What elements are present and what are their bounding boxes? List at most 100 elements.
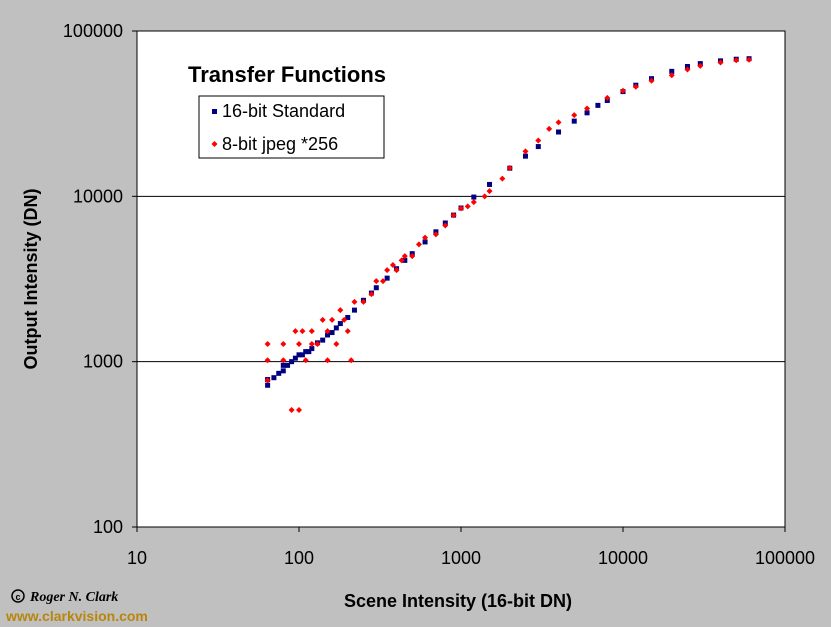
data-point <box>280 340 287 347</box>
data-point <box>486 188 493 195</box>
data-point <box>280 368 286 374</box>
copyright-letter: c <box>15 592 20 602</box>
y-tick-label: 1000 <box>83 352 123 372</box>
data-point <box>733 57 740 64</box>
data-point <box>351 298 358 305</box>
legend-label-8bit: 8-bit jpeg *256 <box>222 134 338 154</box>
data-point <box>398 257 405 264</box>
data-point <box>302 357 309 364</box>
data-point <box>697 62 704 69</box>
data-point <box>299 352 305 358</box>
data-point <box>409 253 416 260</box>
data-point <box>422 239 428 245</box>
data-point <box>555 119 562 126</box>
data-point <box>571 118 577 124</box>
data-point <box>309 346 315 352</box>
data-point <box>499 175 506 182</box>
data-point <box>306 349 312 355</box>
data-point <box>620 87 626 94</box>
x-tick-label: 1000 <box>441 548 481 568</box>
legend-marker-16bit <box>212 109 217 114</box>
data-point <box>329 316 336 323</box>
legend-marker-8bit <box>211 141 218 147</box>
data-point <box>368 291 375 298</box>
data-point <box>415 241 422 248</box>
legend-label-16bit: 16-bit Standard <box>222 101 345 121</box>
data-point <box>522 148 529 155</box>
data-point <box>584 110 590 116</box>
x-axis-ticks: 10 100 1000 10000 100000 <box>127 527 815 568</box>
data-point <box>422 234 429 241</box>
author-credit: Roger N. Clark <box>29 590 118 605</box>
data-point <box>296 340 302 347</box>
data-point <box>296 407 302 414</box>
y-axis-ticks: 100 1000 10000 100000 <box>63 21 137 537</box>
data-point <box>464 203 471 210</box>
data-point <box>546 125 553 132</box>
data-point <box>668 72 675 79</box>
data-point <box>324 357 331 364</box>
data-point <box>556 129 562 135</box>
data-point <box>432 231 439 238</box>
data-point <box>337 321 343 327</box>
website-credit: www.clarkvision.com <box>5 608 148 624</box>
data-point <box>289 359 295 365</box>
y-tick-label: 10000 <box>73 186 123 206</box>
data-point <box>522 153 528 159</box>
data-point <box>669 68 675 74</box>
data-point <box>303 349 309 355</box>
data-point <box>389 262 396 269</box>
x-tick-label: 100000 <box>755 548 815 568</box>
data-point <box>373 285 379 291</box>
data-point <box>333 325 339 331</box>
data-point <box>337 307 344 314</box>
legend-box <box>198 95 385 159</box>
data-point <box>292 328 299 335</box>
data-point <box>324 328 331 335</box>
data-point <box>360 298 367 305</box>
data-point <box>384 267 391 274</box>
data-point <box>348 357 355 364</box>
data-point <box>595 102 601 108</box>
gridlines <box>137 195 785 363</box>
credit-block: c Roger N. Clark www.clarkvision.com <box>5 589 148 624</box>
data-point <box>265 382 271 388</box>
data-point <box>308 328 315 335</box>
data-point <box>308 340 315 347</box>
data-point <box>351 307 357 313</box>
data-point <box>506 164 513 171</box>
data-point <box>384 275 390 281</box>
data-point <box>648 77 655 84</box>
y-tick-label: 100 <box>93 517 123 537</box>
x-tick-label: 100 <box>284 548 314 568</box>
y-tick-label: 100000 <box>63 21 123 41</box>
data-point <box>320 337 326 343</box>
data-point <box>264 377 271 384</box>
data-point <box>379 278 386 285</box>
data-point <box>442 222 449 229</box>
data-point <box>717 59 724 66</box>
legend: 16-bit Standard 8-bit jpeg *256 <box>198 95 385 159</box>
data-point <box>314 340 321 347</box>
chart-title: Transfer Functions <box>188 62 386 87</box>
data-point <box>481 193 488 200</box>
data-point <box>345 314 351 320</box>
data-series <box>264 56 753 414</box>
y-axis-title: Output Intensity (DN) <box>21 189 41 370</box>
data-point <box>325 332 331 338</box>
data-point <box>333 340 340 347</box>
data-point <box>632 83 639 90</box>
data-point <box>264 357 271 364</box>
data-point <box>319 316 326 323</box>
data-point <box>296 352 302 358</box>
data-point <box>684 63 690 69</box>
x-tick-label: 10000 <box>598 548 648 568</box>
data-point <box>285 362 291 368</box>
data-point <box>471 194 477 200</box>
data-point <box>535 144 541 150</box>
copyright-icon <box>11 589 25 603</box>
data-point <box>329 330 335 336</box>
data-point <box>292 355 298 361</box>
data-point <box>288 407 295 414</box>
